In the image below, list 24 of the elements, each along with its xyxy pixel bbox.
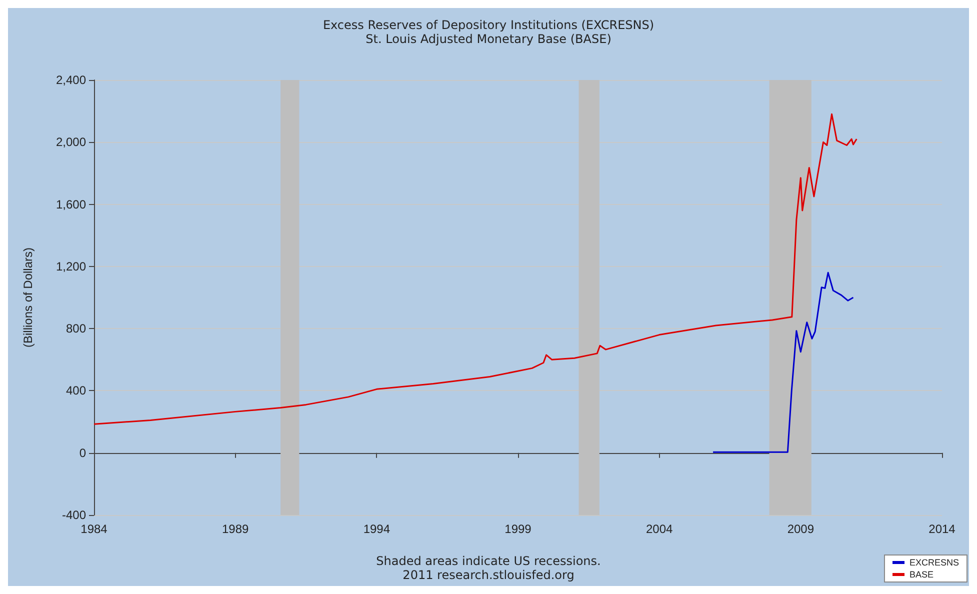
y-axis-title: (Billions of Dollars)	[21, 247, 35, 348]
x-tick-label: 2014	[928, 522, 956, 536]
x-tick-label: 1999	[504, 522, 532, 536]
chart-subtitle: St. Louis Adjusted Monetary Base (BASE)	[366, 32, 612, 46]
legend-label: EXCRESNS	[909, 558, 959, 568]
y-tick-label: 2,400	[56, 73, 86, 87]
x-tick-label: 2004	[646, 522, 674, 536]
legend-label: BASE	[909, 570, 934, 580]
y-tick-label: 400	[66, 384, 86, 398]
y-tick-label: 0	[79, 446, 86, 460]
x-tick-label: 1984	[80, 522, 108, 536]
line-series	[93, 113, 858, 425]
x-tick-label: 1994	[363, 522, 390, 536]
x-tick-label: 2009	[787, 522, 814, 536]
y-tick-label: -400	[62, 508, 86, 522]
line-series	[712, 272, 854, 453]
x-tick-label: 1989	[222, 522, 250, 536]
y-tick-label: 1,200	[56, 259, 86, 274]
y-tick-label: 800	[66, 322, 86, 336]
text: Shaded areas indicate US recessions.	[376, 554, 601, 568]
chart-title: Excess Reserves of Depository Institutions (EXCRESNS)	[322, 18, 654, 32]
y-tick-label: 1,600	[56, 197, 86, 212]
y-tick-label: 2,000	[56, 135, 86, 150]
text: 2011 research.stlouisfed.org	[402, 568, 574, 582]
